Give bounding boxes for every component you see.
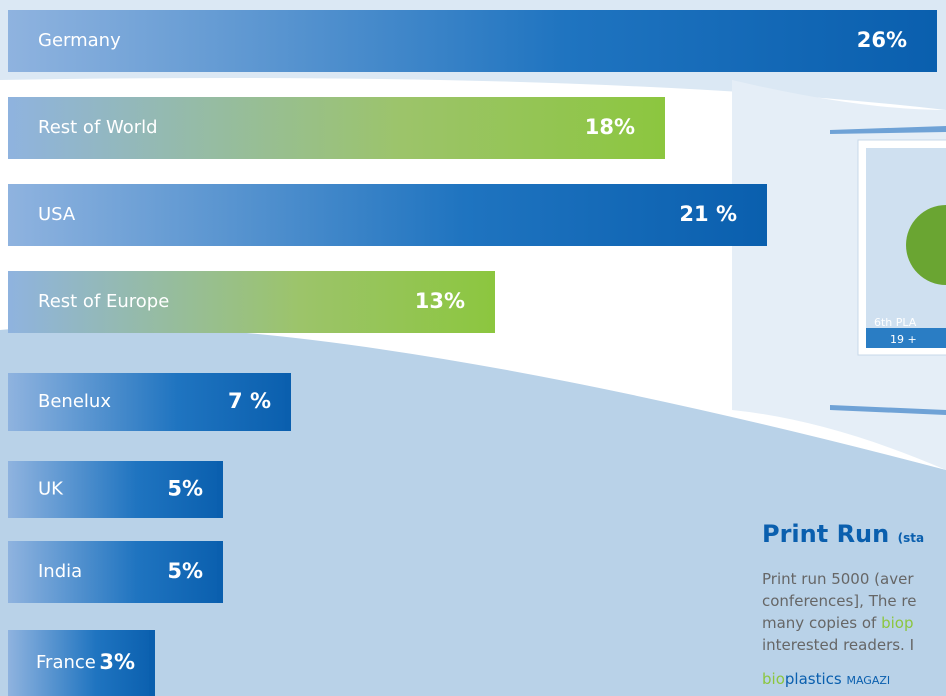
poster-text: 6th PLA xyxy=(874,316,917,329)
bar xyxy=(8,541,223,603)
bar-tip xyxy=(217,541,223,603)
bar-tip xyxy=(149,630,155,696)
category-label: France xyxy=(36,652,96,673)
category-label: Benelux xyxy=(38,391,111,412)
brand-part: plastics xyxy=(784,670,842,688)
bar-tip xyxy=(931,10,937,72)
body-line: Print run 5000 (aver xyxy=(762,570,914,588)
value-label: 5% xyxy=(167,559,203,583)
bar-tip xyxy=(285,373,291,431)
value-label: 21 % xyxy=(679,202,737,226)
heading-text: Print Run xyxy=(762,520,890,548)
category-label: India xyxy=(38,561,82,582)
poster-banner xyxy=(866,328,946,348)
bar xyxy=(8,461,223,518)
brand: bioplastics MAGAZI xyxy=(762,670,890,688)
value-label: 18% xyxy=(585,115,635,139)
body-line: many copies of biop xyxy=(762,614,914,632)
value-label: 7 % xyxy=(228,389,271,413)
bar-tip xyxy=(761,184,767,246)
value-label: 5% xyxy=(167,477,203,501)
poster-globe xyxy=(906,205,946,285)
value-label: 13% xyxy=(415,289,465,313)
body-text: many copies of xyxy=(762,614,882,632)
category-label: USA xyxy=(38,204,76,225)
category-label: UK xyxy=(38,479,64,500)
category-label: Rest of World xyxy=(38,117,158,138)
category-label: Germany xyxy=(38,30,121,51)
brand-part: bio xyxy=(762,670,785,688)
brand-part: MAGAZI xyxy=(846,674,891,687)
value-label: 26% xyxy=(857,28,907,52)
heading-note: (sta xyxy=(897,531,925,545)
category-label: Rest of Europe xyxy=(38,291,169,312)
bar-tip xyxy=(489,271,495,333)
heading: Print Run (sta xyxy=(762,520,924,548)
bar-tip xyxy=(659,97,665,159)
value-label: 3% xyxy=(99,650,135,674)
bar xyxy=(8,97,665,159)
body-line: interested readers. I xyxy=(762,636,915,654)
bar xyxy=(8,373,291,431)
body-line: conferences], The re xyxy=(762,592,917,610)
bar xyxy=(8,630,155,696)
bar xyxy=(8,184,767,246)
bar-tip xyxy=(217,461,223,518)
bar xyxy=(8,271,495,333)
poster-text: 19 + xyxy=(890,333,917,346)
bar xyxy=(8,10,937,72)
highlight: biop xyxy=(881,614,914,632)
